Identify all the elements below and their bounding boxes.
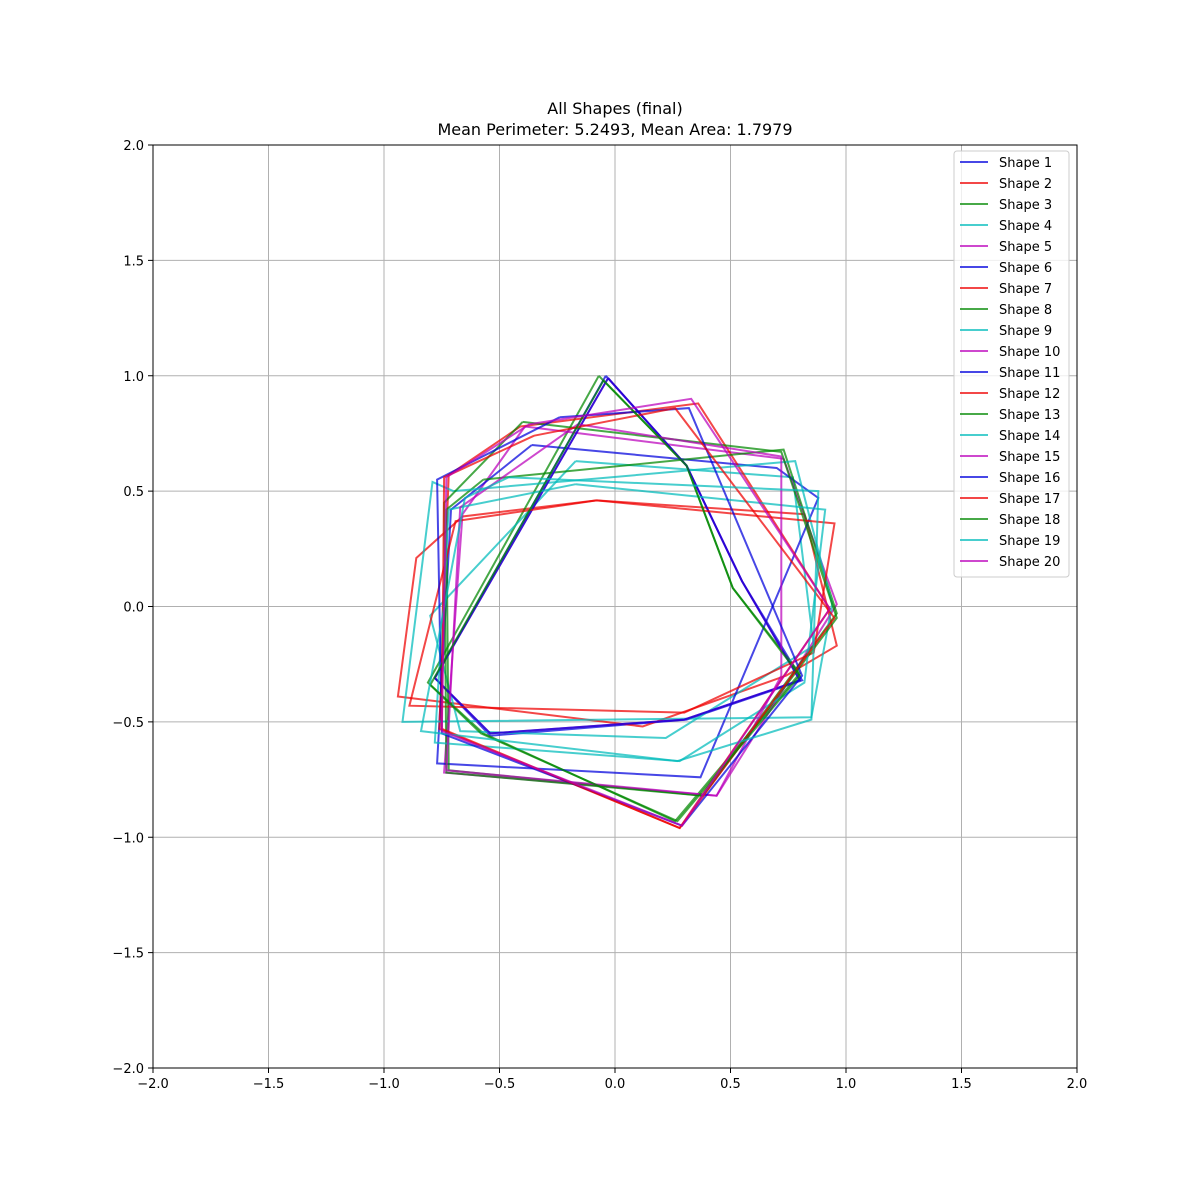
- legend-label: Shape 15: [999, 450, 1060, 465]
- x-tick-label: 0.5: [720, 1077, 741, 1092]
- chart-title: All Shapes (final): [547, 99, 683, 118]
- legend-label: Shape 18: [999, 513, 1060, 528]
- x-tick-label: −2.0: [137, 1077, 169, 1092]
- x-tick-label: 1.5: [951, 1077, 972, 1092]
- legend-label: Shape 8: [999, 303, 1052, 318]
- y-tick-label: 1.0: [123, 370, 144, 385]
- legend-label: Shape 19: [999, 534, 1060, 549]
- x-tick-label: 2.0: [1067, 1077, 1088, 1092]
- series-line-15: [445, 423, 783, 797]
- y-tick-label: −0.5: [112, 716, 144, 731]
- x-tick-label: −0.5: [484, 1077, 516, 1092]
- y-tick-label: −1.5: [112, 947, 144, 962]
- series-line-16: [436, 407, 804, 827]
- legend-label: Shape 16: [999, 471, 1060, 486]
- legend-label: Shape 11: [999, 366, 1060, 381]
- legend-label: Shape 14: [999, 429, 1060, 444]
- legend-label: Shape 3: [999, 198, 1052, 213]
- legend-label: Shape 10: [999, 345, 1060, 360]
- x-tick-label: −1.0: [368, 1077, 400, 1092]
- legend-box: [953, 150, 1070, 578]
- legend-label: Shape 4: [999, 219, 1052, 234]
- x-tick-label: 0.0: [605, 1077, 626, 1092]
- legend-label: Shape 7: [999, 282, 1052, 297]
- series-line-19: [419, 476, 820, 763]
- legend-label: Shape 9: [999, 324, 1052, 339]
- legend-label: Shape 12: [999, 387, 1060, 402]
- legend-label: Shape 2: [999, 177, 1052, 192]
- y-tick-label: −2.0: [112, 1062, 144, 1077]
- series-line-12: [408, 499, 836, 714]
- legend-label: Shape 13: [999, 408, 1060, 423]
- legend-label: Shape 20: [999, 555, 1060, 570]
- x-tick-label: −1.5: [253, 1077, 285, 1092]
- legend-label: Shape 6: [999, 261, 1052, 276]
- chart-subtitle: Mean Perimeter: 5.2493, Mean Area: 1.797…: [437, 120, 793, 139]
- y-tick-label: 0.5: [123, 485, 144, 500]
- y-tick-label: −1.0: [112, 831, 144, 846]
- y-tick-label: 2.0: [123, 139, 144, 154]
- legend-label: Shape 17: [999, 492, 1060, 507]
- legend-label: Shape 5: [999, 240, 1052, 255]
- series-line-20: [440, 397, 832, 827]
- x-tick-label: 1.0: [836, 1077, 857, 1092]
- legend-label: Shape 1: [999, 156, 1052, 171]
- series-line-17: [440, 406, 836, 830]
- y-tick-label: 1.5: [123, 254, 144, 269]
- y-tick-label: 0.0: [123, 601, 144, 616]
